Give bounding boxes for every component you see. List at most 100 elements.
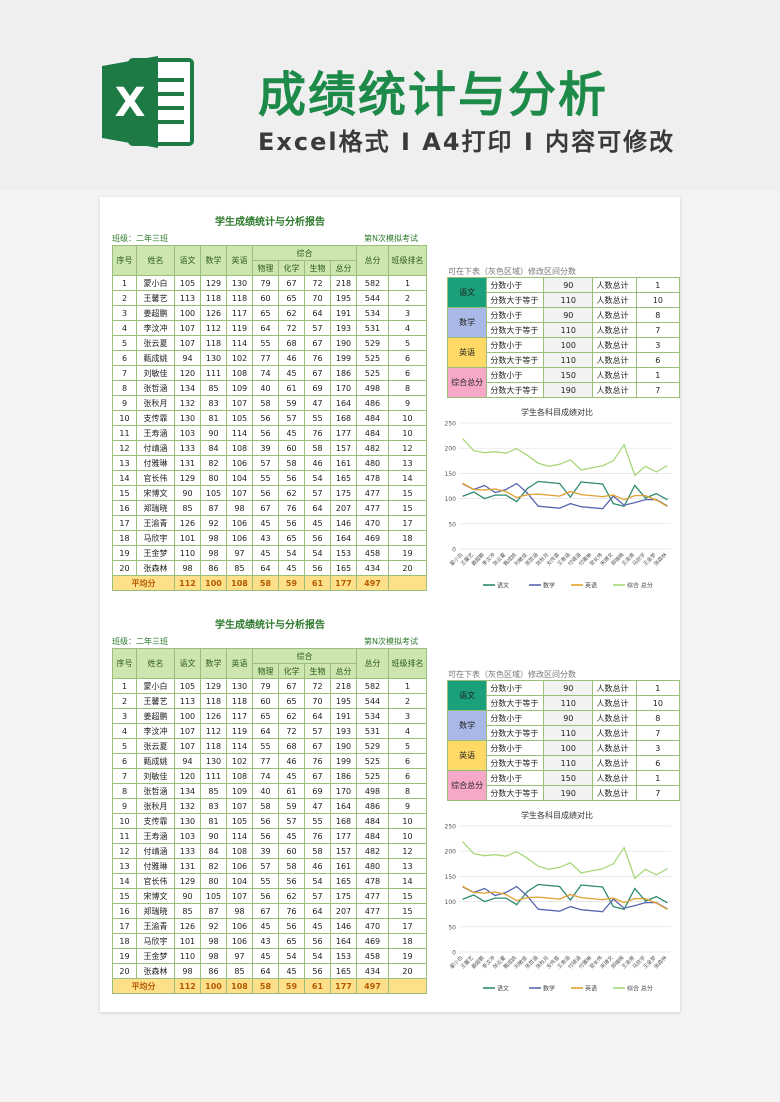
table-cell[interactable]: 18	[388, 933, 427, 949]
table-cell[interactable]: 4	[112, 320, 137, 336]
table-cell[interactable]: 525	[356, 365, 389, 381]
table-cell[interactable]: 2	[112, 290, 137, 306]
table-cell[interactable]: 97	[226, 545, 253, 561]
table-cell[interactable]: 8	[388, 783, 427, 799]
table-cell[interactable]: 106	[226, 933, 253, 949]
table-cell[interactable]: 56	[304, 530, 331, 546]
table-cell[interactable]: 107	[174, 723, 201, 739]
table-cell[interactable]: 146	[330, 515, 357, 531]
table-cell[interactable]: 107	[174, 335, 201, 351]
table-cell[interactable]: 110	[174, 545, 201, 561]
table-cell[interactable]: 165	[330, 560, 357, 576]
table-cell[interactable]: 1	[112, 678, 137, 694]
table-cell[interactable]: 56	[278, 873, 305, 889]
table-cell[interactable]: 72	[278, 320, 305, 336]
table-cell[interactable]: 82	[200, 858, 227, 874]
table-cell[interactable]: 付靖涵	[136, 440, 175, 456]
table-cell[interactable]: 62	[278, 888, 305, 904]
table-cell[interactable]: 3	[388, 305, 427, 321]
table-cell[interactable]: 525	[356, 753, 389, 769]
table-cell[interactable]: 69	[304, 783, 331, 799]
table-cell[interactable]: 177	[330, 828, 357, 844]
table-cell[interactable]: 3	[112, 305, 137, 321]
table-cell[interactable]: 46	[304, 455, 331, 471]
table-cell[interactable]: 17	[112, 515, 137, 531]
table-cell[interactable]: 李汶冲	[136, 320, 175, 336]
table-cell[interactable]: 130	[174, 410, 201, 426]
table-cell[interactable]: 80	[200, 873, 227, 889]
table-cell[interactable]: 官长伟	[136, 470, 175, 486]
table-cell[interactable]: 100	[174, 305, 201, 321]
table-cell[interactable]: 113	[174, 290, 201, 306]
table-cell[interactable]: 130	[226, 275, 253, 291]
table-cell[interactable]: 105	[226, 813, 253, 829]
table-cell[interactable]: 王寿涵	[136, 828, 175, 844]
table-cell[interactable]: 477	[356, 485, 389, 501]
table-cell[interactable]: 19	[112, 948, 137, 964]
table-cell[interactable]: 83	[200, 395, 227, 411]
table-cell[interactable]: 76	[278, 903, 305, 919]
table-cell[interactable]: 64	[252, 320, 279, 336]
table-cell[interactable]: 65	[278, 933, 305, 949]
table-cell[interactable]: 153	[330, 545, 357, 561]
table-cell[interactable]: 133	[174, 440, 201, 456]
table-cell[interactable]: 218	[330, 678, 357, 694]
table-cell[interactable]: 6	[112, 350, 137, 366]
table-cell[interactable]: 8	[112, 783, 137, 799]
table-cell[interactable]: 193	[330, 723, 357, 739]
table-cell[interactable]: 119	[226, 320, 253, 336]
table-cell[interactable]: 姜超鹏	[136, 708, 175, 724]
table-cell[interactable]: 106	[226, 455, 253, 471]
table-cell[interactable]: 宋博文	[136, 485, 175, 501]
table-cell[interactable]: 90	[200, 828, 227, 844]
table-cell[interactable]: 56	[252, 410, 279, 426]
table-cell[interactable]: 482	[356, 440, 389, 456]
table-cell[interactable]: 112	[200, 723, 227, 739]
table-cell[interactable]: 76	[304, 350, 331, 366]
table-cell[interactable]: 1	[388, 275, 427, 291]
table-cell[interactable]: 6	[388, 365, 427, 381]
table-cell[interactable]: 4	[388, 723, 427, 739]
table-cell[interactable]: 191	[330, 708, 357, 724]
table-cell[interactable]: 甄成姚	[136, 350, 175, 366]
table-cell[interactable]: 531	[356, 723, 389, 739]
table-cell[interactable]: 12	[388, 440, 427, 456]
table-cell[interactable]: 498	[356, 783, 389, 799]
table-cell[interactable]: 90	[200, 425, 227, 441]
table-cell[interactable]: 64	[252, 723, 279, 739]
table-cell[interactable]: 59	[278, 395, 305, 411]
table-cell[interactable]: 蒙小白	[136, 678, 175, 694]
table-cell[interactable]: 54	[278, 948, 305, 964]
table-cell[interactable]: 106	[226, 515, 253, 531]
table-cell[interactable]: 56	[252, 828, 279, 844]
table-cell[interactable]: 486	[356, 798, 389, 814]
table-cell[interactable]: 张森林	[136, 560, 175, 576]
table-cell[interactable]: 67	[304, 365, 331, 381]
table-cell[interactable]: 87	[200, 903, 227, 919]
table-cell[interactable]: 72	[278, 723, 305, 739]
table-cell[interactable]: 98	[226, 903, 253, 919]
table-cell[interactable]: 56	[304, 933, 331, 949]
table-cell[interactable]: 3	[388, 708, 427, 724]
table-cell[interactable]: 56	[304, 963, 331, 979]
table-cell[interactable]: 45	[278, 963, 305, 979]
table-cell[interactable]: 10	[388, 828, 427, 844]
table-cell[interactable]: 120	[174, 365, 201, 381]
table-cell[interactable]: 68	[278, 335, 305, 351]
table-cell[interactable]: 112	[200, 320, 227, 336]
table-cell[interactable]: 10	[112, 410, 137, 426]
table-cell[interactable]: 王金梦	[136, 948, 175, 964]
table-cell[interactable]: 484	[356, 828, 389, 844]
table-cell[interactable]: 107	[226, 798, 253, 814]
table-cell[interactable]: 57	[304, 320, 331, 336]
table-cell[interactable]: 4	[388, 320, 427, 336]
table-cell[interactable]: 130	[200, 753, 227, 769]
table-cell[interactable]: 186	[330, 365, 357, 381]
table-cell[interactable]: 45	[278, 425, 305, 441]
table-cell[interactable]: 54	[304, 470, 331, 486]
table-cell[interactable]: 54	[278, 545, 305, 561]
table-cell[interactable]: 64	[304, 500, 331, 516]
table-cell[interactable]: 55	[252, 470, 279, 486]
threshold-input[interactable]: 150	[543, 770, 594, 786]
table-cell[interactable]: 114	[226, 738, 253, 754]
